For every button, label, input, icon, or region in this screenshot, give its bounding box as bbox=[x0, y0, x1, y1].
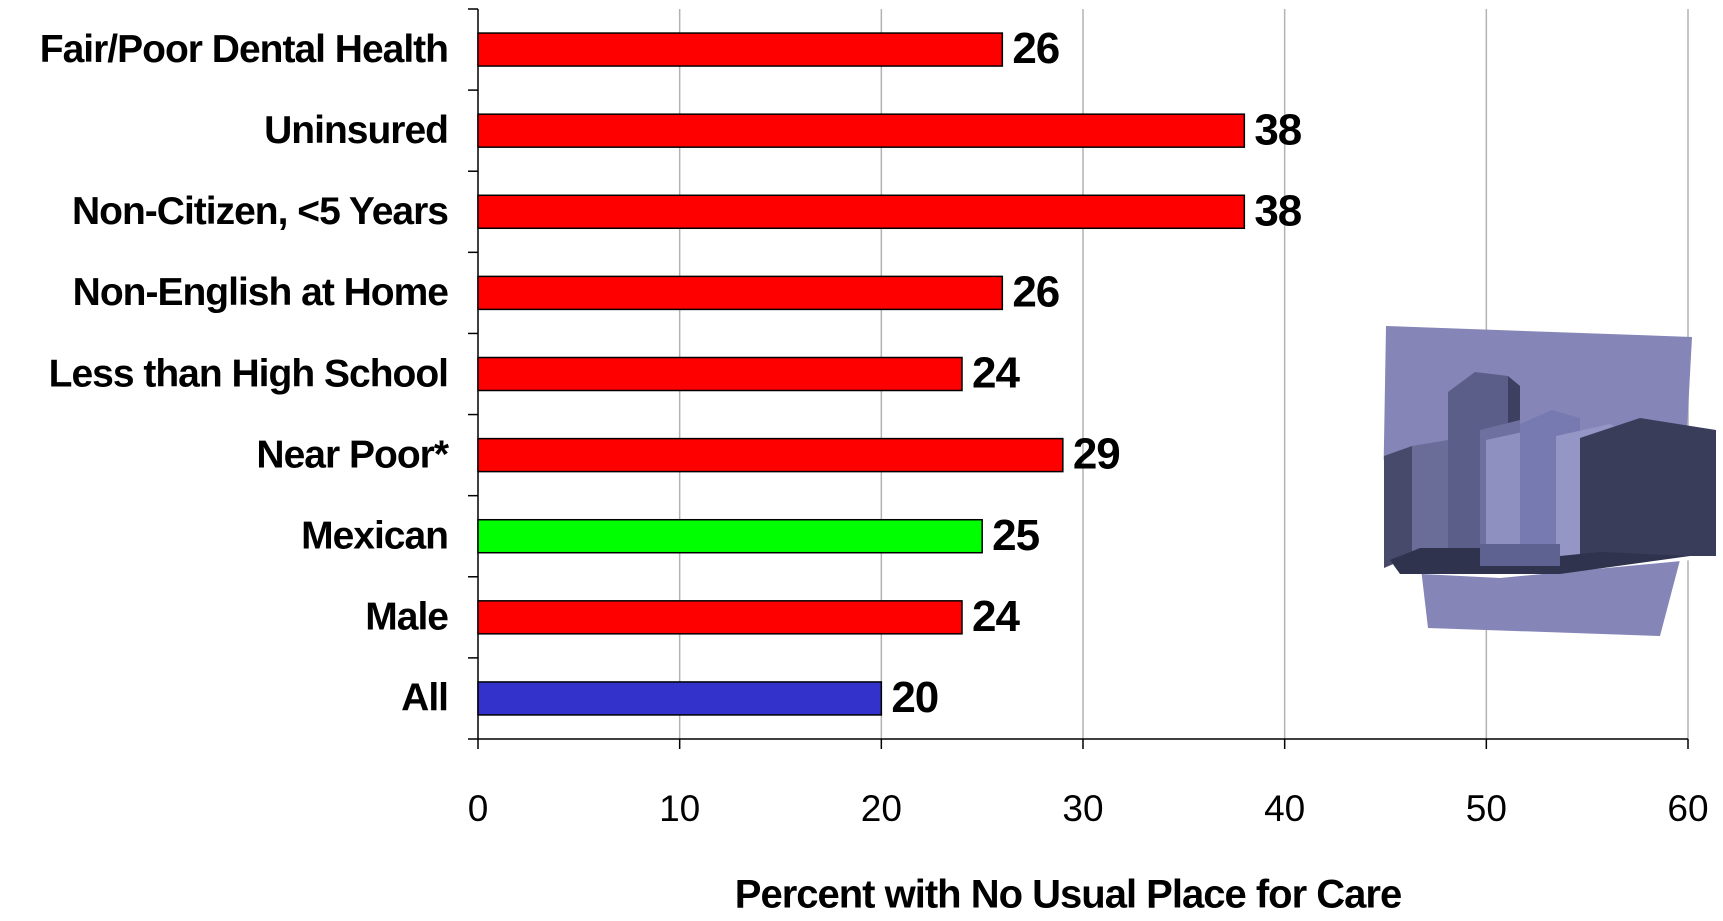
value-label: 38 bbox=[1254, 186, 1301, 235]
bar bbox=[477, 32, 1004, 67]
x-tick-label: 50 bbox=[1466, 788, 1507, 829]
bar bbox=[477, 518, 983, 554]
y-tick-label: Mexican bbox=[301, 515, 448, 558]
bar bbox=[477, 194, 1246, 230]
value-label: 26 bbox=[1012, 24, 1059, 73]
bar bbox=[477, 600, 963, 635]
y-tick-label: Non-English at Home bbox=[73, 271, 449, 314]
y-tick-label: Fair/Poor Dental Health bbox=[40, 28, 448, 71]
x-axis-title: Percent with No Usual Place for Care bbox=[735, 873, 1401, 917]
bar bbox=[477, 113, 1246, 148]
bar bbox=[477, 681, 883, 716]
bar bbox=[477, 437, 1064, 473]
bar bbox=[477, 275, 1004, 311]
y-tick-label: Non-Citizen, <5 Years bbox=[72, 190, 448, 233]
value-label: 24 bbox=[972, 592, 1020, 641]
value-label: 29 bbox=[1073, 430, 1120, 479]
y-tick-label: Male bbox=[365, 596, 448, 639]
x-tick-label: 30 bbox=[1062, 788, 1103, 829]
x-tick-label: 60 bbox=[1667, 788, 1708, 829]
y-tick-label: Near Poor* bbox=[256, 433, 449, 476]
value-label: 20 bbox=[891, 673, 938, 722]
x-tick-label: 40 bbox=[1264, 788, 1305, 829]
x-tick-label: 20 bbox=[861, 788, 902, 829]
y-tick-label: Less than High School bbox=[49, 352, 448, 395]
y-tick-label: Uninsured bbox=[264, 109, 448, 152]
value-label: 25 bbox=[992, 511, 1039, 560]
value-label: 26 bbox=[1012, 268, 1059, 317]
bar bbox=[477, 356, 963, 392]
building-clipart bbox=[1382, 326, 1716, 636]
x-tick-label: 10 bbox=[659, 788, 700, 829]
value-label: 24 bbox=[972, 349, 1020, 398]
x-tick-label: 0 bbox=[468, 788, 489, 829]
y-tick-label: All bbox=[401, 677, 448, 720]
value-label: 38 bbox=[1254, 105, 1301, 154]
